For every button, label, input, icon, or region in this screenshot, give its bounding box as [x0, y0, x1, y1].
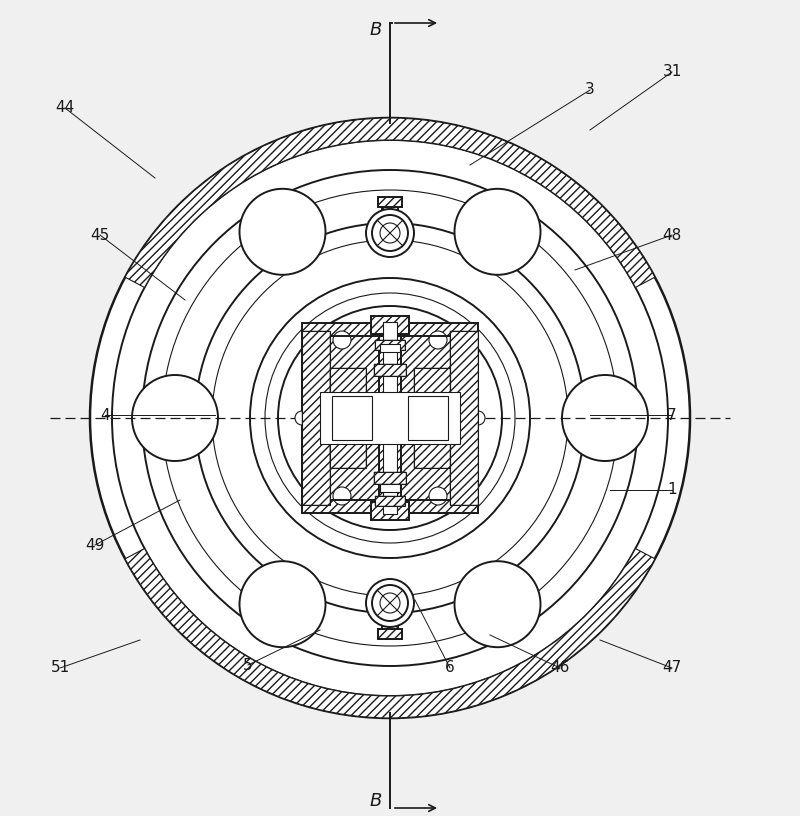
Bar [330, 368, 366, 468]
Bar [378, 629, 402, 639]
Bar [450, 331, 478, 505]
Circle shape [142, 170, 638, 666]
Bar [371, 316, 409, 334]
Bar [330, 368, 366, 468]
Text: 1: 1 [667, 482, 677, 498]
Bar [414, 368, 450, 468]
Circle shape [132, 375, 218, 461]
Bar [378, 197, 402, 207]
Circle shape [380, 593, 400, 613]
Bar [302, 331, 330, 505]
Text: B: B [370, 21, 382, 39]
Bar [383, 322, 397, 514]
Bar [320, 392, 460, 444]
Bar [380, 484, 400, 492]
Text: 7: 7 [667, 407, 677, 423]
Circle shape [90, 118, 690, 718]
Text: 49: 49 [86, 538, 105, 552]
Bar [374, 364, 406, 376]
Bar [450, 331, 478, 505]
Bar [375, 340, 405, 350]
Circle shape [366, 209, 414, 257]
Wedge shape [125, 118, 655, 287]
Bar [371, 502, 409, 520]
Wedge shape [125, 548, 655, 718]
Text: 4: 4 [100, 407, 110, 423]
Circle shape [239, 561, 326, 647]
Circle shape [295, 411, 309, 425]
Text: 6: 6 [445, 660, 455, 676]
Bar [379, 318, 401, 518]
Text: 47: 47 [662, 660, 682, 676]
Bar [382, 205, 398, 233]
Circle shape [333, 487, 351, 505]
Bar [302, 331, 330, 505]
Circle shape [366, 579, 414, 627]
Text: 51: 51 [50, 660, 70, 676]
Bar [379, 318, 401, 518]
Circle shape [429, 487, 447, 505]
Circle shape [471, 411, 485, 425]
Text: 46: 46 [550, 660, 570, 676]
Bar [371, 502, 409, 520]
Bar [380, 344, 400, 352]
Bar [408, 396, 448, 440]
Bar [378, 629, 402, 639]
Bar [375, 340, 405, 350]
Text: 31: 31 [662, 64, 682, 79]
Circle shape [239, 188, 326, 275]
Bar [374, 364, 406, 376]
Circle shape [454, 561, 541, 647]
Bar [302, 323, 478, 513]
Bar [371, 316, 409, 334]
Bar [375, 496, 405, 506]
Circle shape [562, 375, 648, 461]
Bar [378, 197, 402, 207]
Bar [318, 336, 462, 500]
Circle shape [454, 188, 541, 275]
Bar [332, 396, 372, 440]
Bar [374, 472, 406, 484]
Text: 44: 44 [55, 100, 74, 116]
Bar [414, 368, 450, 468]
Text: B: B [370, 792, 382, 810]
Bar [382, 603, 398, 631]
Text: 3: 3 [585, 82, 595, 97]
Text: 48: 48 [662, 228, 682, 242]
Bar [374, 472, 406, 484]
Bar [302, 323, 478, 513]
Bar [382, 205, 398, 233]
Circle shape [333, 331, 351, 349]
Bar [382, 603, 398, 631]
Text: 45: 45 [90, 228, 110, 242]
Circle shape [429, 331, 447, 349]
Bar [375, 496, 405, 506]
Text: 5: 5 [243, 658, 253, 672]
Circle shape [380, 223, 400, 243]
